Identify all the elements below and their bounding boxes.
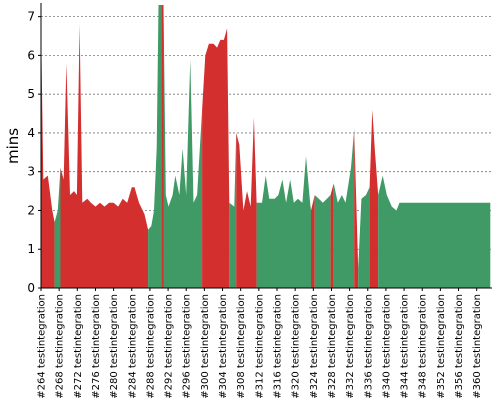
y-tick-label: 6 [27,48,35,62]
x-tick-labels: #264 testintegration #268 testintegration… [37,294,484,399]
x-tick-label: #312 testintegration [254,294,265,399]
failed-build-area [311,195,315,288]
passed-build-area [314,195,331,288]
x-tick-label: #344 testintegration [400,294,411,399]
passed-build-area [333,129,355,288]
passed-build-area [148,5,162,288]
passed-build-area [163,5,203,288]
passed-build-area [358,187,370,288]
y-tick-label: 0 [27,281,35,295]
x-tick-label: #272 testintegration [73,294,84,399]
y-tick-label: 3 [27,165,35,179]
x-tick-label: #328 testintegration [327,294,338,399]
y-tick-labels: 0 1 2 3 4 5 6 7 [27,10,35,295]
x-tick-label: #284 testintegration [127,294,138,399]
y-tick-label: 4 [27,126,35,140]
y-tick-label: 1 [27,242,35,256]
y-axis-label: mins [4,128,22,164]
x-tick-label: #300 testintegration [200,294,211,399]
failed-build-area [330,183,334,288]
failed-build-area [202,28,230,289]
x-tick-label: #356 testintegration [454,294,465,399]
x-tick-label: #292 testintegration [164,294,175,399]
x-tick-label: #360 testintegration [472,294,483,399]
duration-area [41,5,491,289]
x-tick-label: #348 testintegration [418,294,429,399]
x-tick-label: #268 testintegration [55,294,66,399]
y-tick-label: 5 [27,87,35,101]
x-tick-label: #296 testintegration [182,294,193,399]
x-tick-label: #316 testintegration [273,294,284,399]
x-tick-label: #308 testintegration [236,294,247,399]
passed-build-area [378,175,491,288]
x-tick-label: #320 testintegration [291,294,302,399]
passed-build-area [229,132,237,288]
passed-build-area [54,167,61,288]
x-tick-label: #324 testintegration [309,294,320,399]
x-tick-label: #304 testintegration [218,294,229,399]
y-tick-label: 2 [27,203,35,217]
passed-build-area [256,156,311,288]
axes [38,3,492,291]
x-tick-label: #352 testintegration [436,294,447,399]
x-tick-label: #336 testintegration [363,294,374,399]
x-tick-label: #264 testintegration [37,294,48,399]
failed-build-area [41,20,55,288]
x-tick-label: #340 testintegration [381,294,392,399]
x-tick-label: #280 testintegration [109,294,120,399]
y-tick-label: 7 [27,10,35,24]
failed-build-area [369,109,379,288]
failed-build-area [354,129,359,288]
failed-build-area [161,5,164,288]
x-tick-label: #288 testintegration [145,294,156,399]
x-tick-label: #332 testintegration [345,294,356,399]
failed-build-area [60,24,149,289]
x-tick-label: #276 testintegration [91,294,102,399]
failed-build-area [236,117,257,289]
